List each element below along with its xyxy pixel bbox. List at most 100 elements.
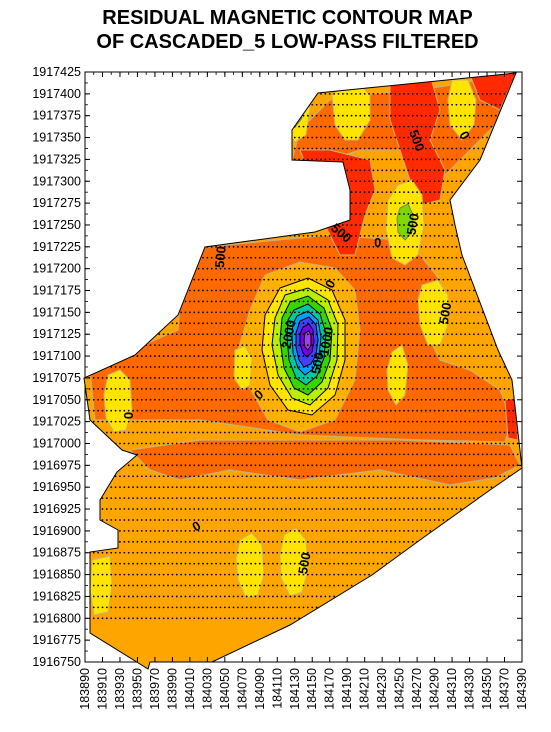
station-point bbox=[123, 125, 126, 128]
station-point bbox=[241, 595, 244, 598]
station-point bbox=[188, 551, 191, 554]
station-point bbox=[245, 497, 248, 500]
station-point bbox=[324, 267, 327, 270]
station-point bbox=[451, 398, 453, 401]
station-point bbox=[424, 136, 427, 139]
station-point bbox=[385, 300, 388, 303]
station-point bbox=[468, 278, 471, 281]
station-point bbox=[390, 344, 392, 347]
station-point bbox=[285, 540, 287, 543]
contour-band-purple bbox=[303, 330, 312, 351]
station-point bbox=[228, 562, 231, 565]
station-point bbox=[320, 245, 322, 248]
station-point bbox=[442, 398, 445, 401]
station-point bbox=[363, 125, 366, 128]
station-point bbox=[210, 420, 213, 423]
station-point bbox=[119, 355, 121, 357]
station-point bbox=[110, 147, 113, 150]
station-point bbox=[411, 453, 414, 456]
station-point bbox=[376, 158, 379, 161]
station-point bbox=[451, 464, 453, 467]
station-point bbox=[306, 475, 309, 478]
station-point bbox=[149, 562, 152, 565]
station-point bbox=[140, 573, 143, 576]
station-point bbox=[175, 540, 178, 543]
station-point bbox=[302, 442, 305, 445]
station-point bbox=[311, 595, 314, 598]
station-point bbox=[328, 486, 331, 489]
station-point bbox=[280, 540, 283, 543]
station-point bbox=[215, 595, 218, 598]
station-point bbox=[420, 344, 423, 347]
station-point bbox=[149, 278, 152, 281]
station-point bbox=[167, 595, 169, 598]
station-point bbox=[359, 453, 362, 456]
station-point bbox=[136, 103, 139, 106]
station-point bbox=[315, 289, 318, 292]
station-point bbox=[398, 103, 401, 106]
station-point bbox=[289, 191, 292, 194]
station-point bbox=[276, 540, 279, 543]
station-point bbox=[245, 420, 248, 423]
station-point bbox=[132, 289, 134, 292]
station-point bbox=[473, 245, 475, 248]
station-point bbox=[132, 387, 134, 390]
station-point bbox=[359, 289, 362, 292]
station-point bbox=[206, 136, 209, 139]
station-point bbox=[306, 442, 309, 445]
station-point bbox=[372, 114, 375, 117]
station-point bbox=[311, 366, 314, 368]
station-point bbox=[97, 103, 100, 106]
station-point bbox=[459, 442, 462, 445]
station-point bbox=[193, 453, 196, 456]
station-point bbox=[481, 464, 484, 467]
station-point bbox=[223, 431, 226, 434]
station-point bbox=[372, 322, 375, 325]
station-point bbox=[127, 180, 130, 183]
station-point bbox=[162, 278, 165, 281]
station-point bbox=[210, 92, 213, 95]
station-point bbox=[123, 213, 126, 215]
station-point bbox=[433, 420, 436, 423]
station-point bbox=[390, 191, 392, 194]
station-point bbox=[206, 114, 209, 117]
station-point bbox=[180, 398, 183, 401]
station-point bbox=[276, 529, 279, 532]
station-point bbox=[289, 180, 292, 183]
station-point bbox=[293, 234, 296, 237]
station-point bbox=[140, 366, 143, 368]
station-point bbox=[442, 519, 445, 521]
station-point bbox=[368, 202, 370, 205]
station-point bbox=[355, 278, 357, 281]
station-point bbox=[184, 103, 187, 106]
station-point bbox=[320, 191, 322, 194]
station-point bbox=[88, 191, 91, 194]
station-point bbox=[119, 147, 121, 150]
station-point bbox=[473, 300, 475, 303]
station-point bbox=[114, 475, 117, 478]
station-point bbox=[403, 300, 405, 303]
station-point bbox=[481, 595, 484, 598]
station-point bbox=[197, 147, 200, 150]
station-point bbox=[306, 420, 309, 423]
station-point bbox=[355, 606, 357, 609]
station-point bbox=[245, 486, 248, 489]
station-point bbox=[298, 355, 301, 357]
station-point bbox=[381, 551, 384, 554]
station-point bbox=[381, 584, 384, 587]
station-point bbox=[298, 398, 301, 401]
station-point bbox=[254, 387, 257, 390]
station-point bbox=[468, 300, 471, 303]
station-point bbox=[272, 573, 274, 576]
station-point bbox=[114, 202, 117, 205]
station-point bbox=[486, 508, 488, 510]
station-point bbox=[158, 125, 161, 128]
station-point bbox=[272, 92, 274, 95]
station-point bbox=[202, 278, 204, 281]
station-point bbox=[119, 420, 121, 423]
station-point bbox=[341, 529, 344, 532]
station-point bbox=[398, 344, 401, 347]
station-point bbox=[167, 191, 169, 194]
station-point bbox=[468, 529, 471, 532]
station-point bbox=[145, 409, 148, 412]
